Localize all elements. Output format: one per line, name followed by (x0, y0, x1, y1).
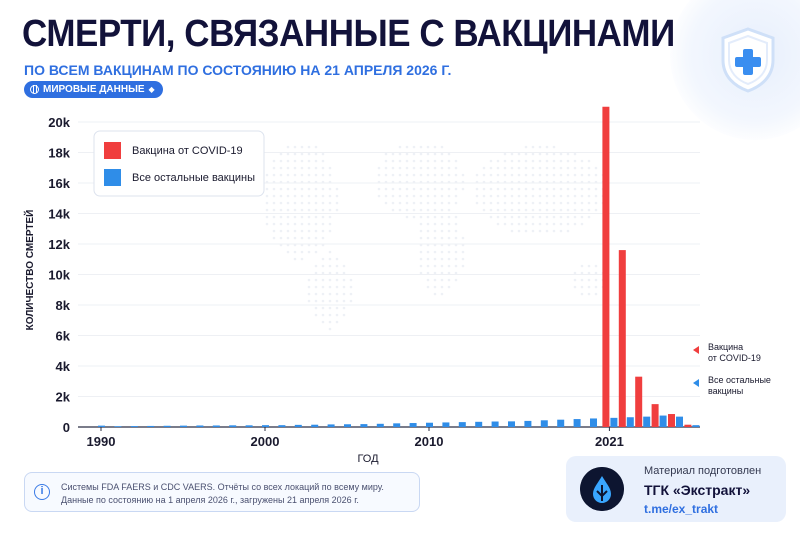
y-tick-label: 20k (48, 115, 70, 130)
side-label-covid: Вакцина от COVID-19 (708, 342, 761, 363)
side-marker-covid (693, 346, 699, 354)
bar-other-2023 (643, 416, 651, 427)
page-title: СМЕРТИ, СВЯЗАННЫЕ С ВАКЦИНАМИ (22, 13, 675, 55)
bar-other-2012 (458, 422, 466, 427)
bar-other-2001 (278, 425, 286, 427)
legend-label-covid: Вакцина от COVID-19 (132, 145, 243, 157)
bar-other-2014 (491, 421, 499, 427)
x-tick-label: 2021 (595, 434, 624, 449)
bar-other-2008 (393, 423, 401, 427)
bar-other-1999 (245, 425, 253, 427)
side-legend: Вакцина от COVID-19 Все остальные вакцин… (693, 342, 773, 396)
credit-channel-name: ТГК «Экстракт» (644, 482, 751, 498)
bar-other-2010 (426, 422, 433, 427)
bar-other-1996 (196, 425, 204, 427)
bar-other-1990 (98, 425, 105, 427)
source-line-1: Системы FDA FAERS и CDC VAERS. Отчёты со… (61, 482, 384, 492)
y-tick-label: 14k (48, 207, 70, 222)
source-line-2: Данные по состоянию на 1 апреля 2026 г.,… (61, 495, 359, 505)
bar-other-1991 (114, 426, 122, 427)
bar-other-1993 (147, 425, 155, 427)
bar-covid-2021 (602, 106, 610, 427)
bar-other-2000 (262, 425, 269, 427)
x-tick-label: 1990 (87, 434, 116, 449)
bar-other-1995 (180, 425, 187, 427)
source-info-box: i Системы FDA FAERS и CDC VAERS. Отчёты … (24, 472, 420, 512)
bar-covid-2024 (651, 404, 659, 427)
bar-other-2015 (508, 421, 515, 427)
bar-other-1998 (229, 425, 237, 427)
bar-covid-2023 (635, 376, 643, 427)
y-tick-label: 2k (56, 390, 71, 405)
y-tick-label: 16k (48, 176, 70, 191)
bar-other-2009 (409, 423, 417, 427)
credit-box[interactable]: Материал подготовлен ТГК «Экстракт» t.me… (566, 456, 786, 522)
x-axis-label: ГОД (357, 453, 379, 465)
info-icon: i (34, 484, 50, 500)
bar-other-2022 (626, 417, 634, 427)
world-data-badge[interactable]: МИРОВЫЕ ДАННЫЕ ◆ (24, 81, 163, 98)
bar-other-2024 (659, 415, 667, 427)
y-axis-label: КОЛИЧЕСТВО СМЕРТЕЙ (23, 210, 36, 331)
legend-swatch-covid (104, 142, 121, 159)
bar-other-2013 (475, 421, 483, 427)
legend-label-other: Все остальные вакцины (132, 172, 255, 184)
bar-other-2005 (344, 424, 351, 427)
badge-label: МИРОВЫЕ ДАННЫЕ (43, 84, 145, 95)
bar-other-1997 (212, 425, 220, 427)
bar-covid-2025 (668, 414, 675, 427)
bar-other-2019 (573, 419, 581, 427)
bar-covid-2022 (618, 250, 626, 427)
bar-other-2018 (557, 419, 565, 427)
y-tick-label: 18k (48, 146, 70, 161)
y-tick-label: 6k (56, 329, 71, 344)
shield-plus-icon (721, 27, 775, 93)
y-tick-label: 10k (48, 268, 70, 283)
bar-other-2020 (590, 418, 597, 427)
bar-other-2025 (676, 416, 683, 427)
side-marker-other (693, 379, 699, 387)
caret-icon: ◆ (148, 85, 155, 94)
credit-caption: Материал подготовлен (644, 465, 762, 477)
page-subtitle: ПО ВСЕМ ВАКЦИНАМ ПО СОСТОЯНИЮ НА 21 АПРЕ… (24, 62, 452, 78)
bar-covid-2026 (684, 424, 692, 427)
x-tick-label: 2000 (251, 434, 280, 449)
y-tick-label: 8k (56, 298, 71, 313)
y-tick-label: 0 (63, 420, 70, 435)
y-tick-label: 4k (56, 359, 71, 374)
bar-other-1994 (163, 425, 171, 427)
bar-other-2016 (524, 420, 532, 427)
globe-icon (30, 85, 39, 94)
bar-other-2006 (360, 424, 368, 427)
chart-legend: Вакцина от COVID-19 Все остальные вакцин… (93, 130, 265, 197)
legend-swatch-other (104, 169, 121, 186)
bar-other-2021 (610, 417, 618, 427)
bar-other-1992 (130, 426, 138, 427)
bar-other-2007 (376, 423, 384, 427)
side-label-other: Все остальные вакцины (708, 375, 773, 396)
world-map-background (265, 145, 605, 331)
bar-other-2011 (442, 422, 450, 427)
bar-other-2017 (540, 420, 548, 427)
y-tick-label: 12k (48, 237, 70, 252)
bar-other-2026 (692, 425, 700, 427)
drop-logo-icon (580, 467, 624, 511)
x-tick-label: 2010 (415, 434, 444, 449)
bar-other-2002 (294, 424, 302, 427)
credit-channel-link[interactable]: t.me/ex_trakt (644, 502, 719, 516)
bar-other-2004 (327, 424, 335, 427)
bar-other-2003 (311, 424, 319, 427)
